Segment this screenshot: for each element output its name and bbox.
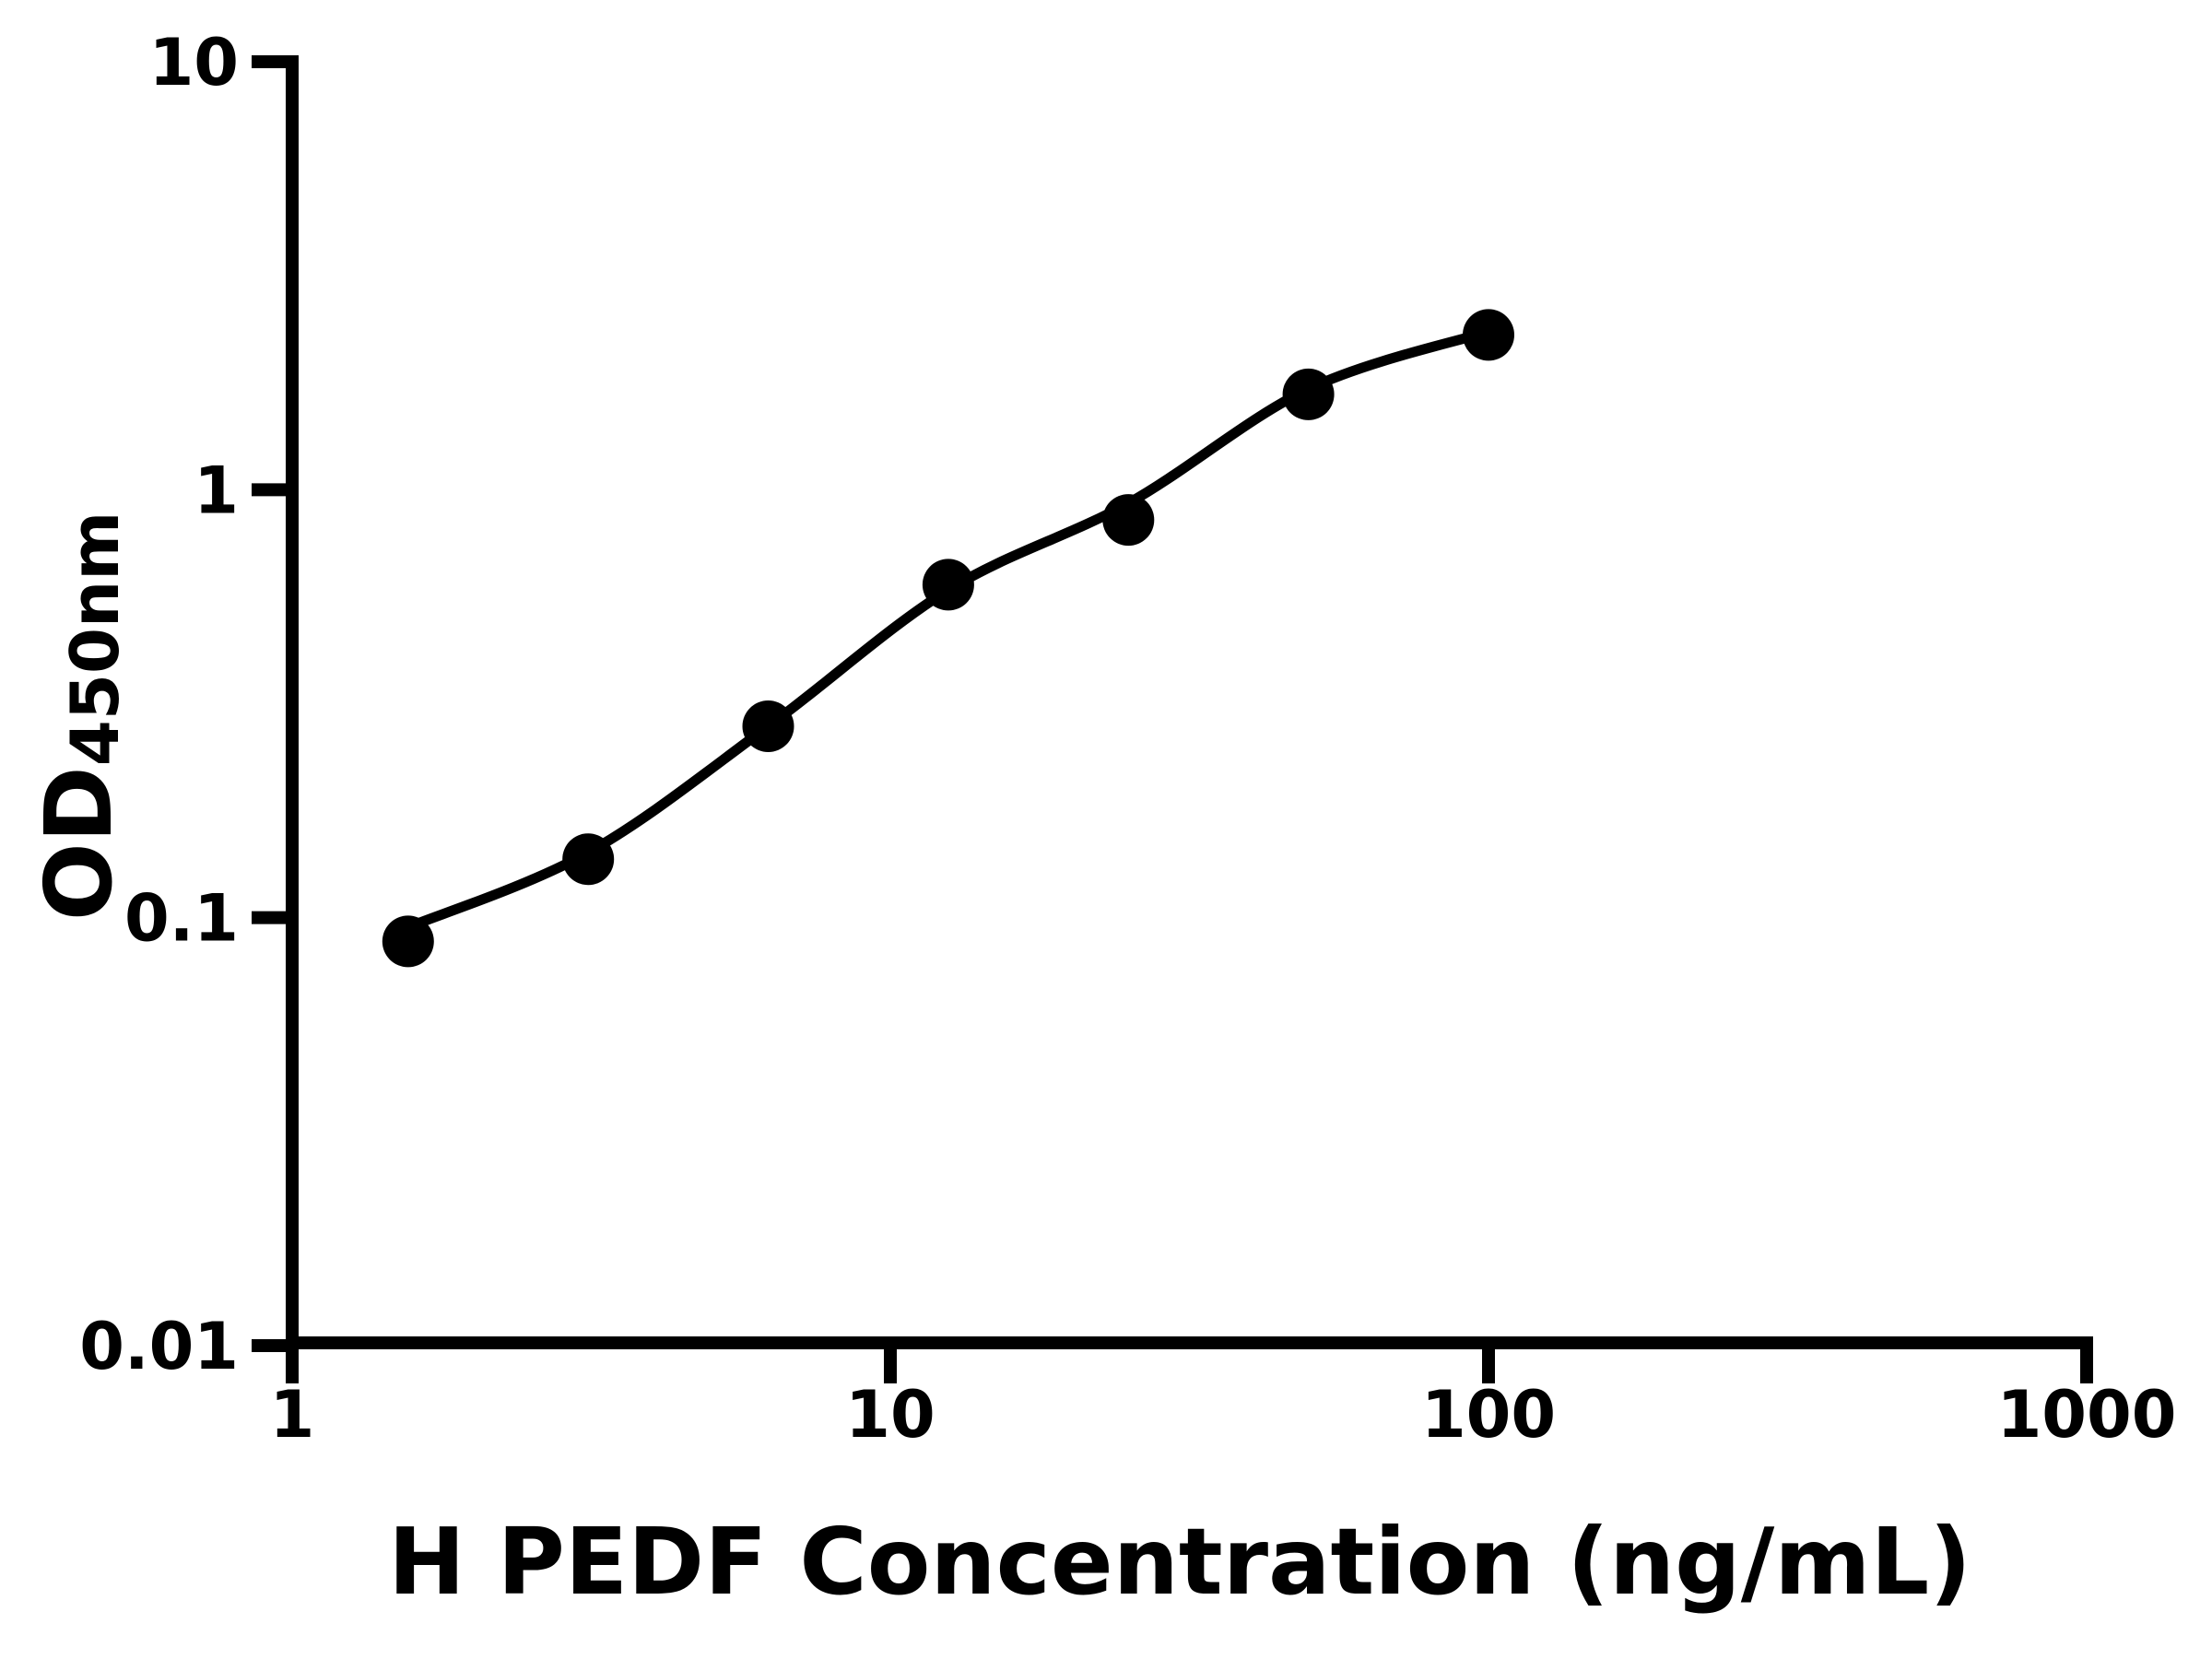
data-point bbox=[562, 833, 615, 886]
y-axis-title-subscript: 450nm bbox=[56, 511, 134, 767]
y-tick-label: 0.1 bbox=[124, 881, 239, 957]
x-tick-label: 10 bbox=[845, 1377, 935, 1453]
fit-curve bbox=[403, 326, 1494, 933]
y-tick-label: 1 bbox=[194, 453, 239, 528]
y-axis-title: OD 450nm bbox=[25, 512, 134, 922]
x-tick-label: 100 bbox=[1421, 1377, 1556, 1453]
y-axis-title-base: OD bbox=[25, 766, 133, 922]
y-tick-label: 0.01 bbox=[79, 1309, 239, 1384]
data-point bbox=[1102, 494, 1155, 547]
x-tick-label: 1000 bbox=[1997, 1377, 2177, 1453]
x-axis-title: H PEDF Concentration (ng/mL) bbox=[388, 1508, 1971, 1616]
data-point bbox=[1463, 309, 1514, 361]
x-tick-label: 1 bbox=[270, 1377, 315, 1453]
data-point bbox=[382, 915, 434, 968]
data-point bbox=[922, 559, 974, 611]
data-point bbox=[742, 700, 794, 752]
y-tick-label: 10 bbox=[149, 25, 239, 100]
data-point bbox=[1282, 368, 1335, 420]
